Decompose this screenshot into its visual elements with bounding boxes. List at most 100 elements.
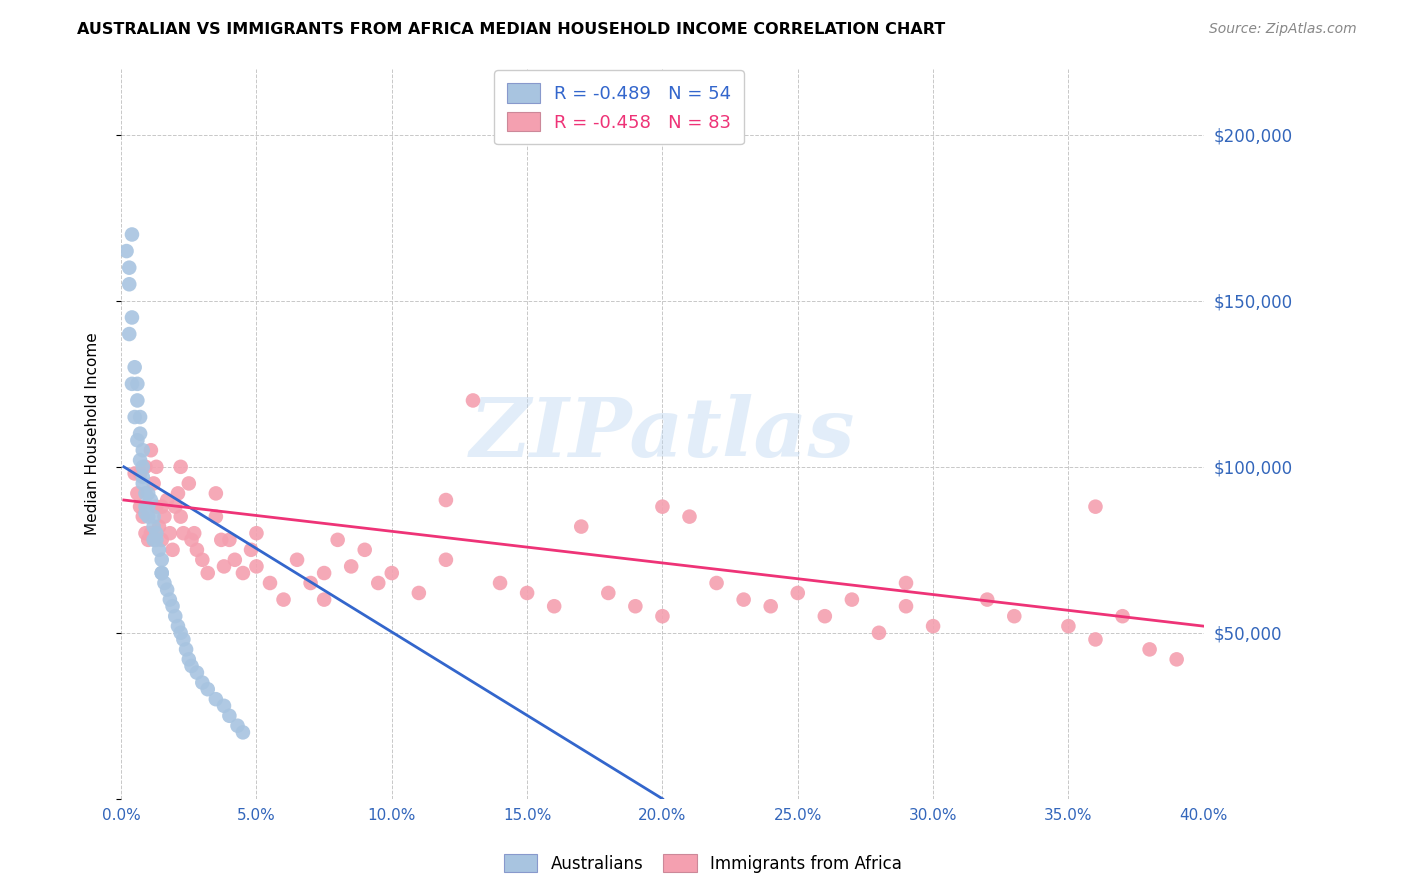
Point xyxy=(132,443,155,458)
Point xyxy=(1139,642,1161,657)
Point xyxy=(145,459,167,474)
Point xyxy=(340,559,363,574)
Point xyxy=(139,526,162,541)
Point xyxy=(142,533,165,547)
Point xyxy=(136,533,159,547)
Point xyxy=(183,526,205,541)
Point xyxy=(127,486,149,500)
Point xyxy=(434,553,457,567)
Point xyxy=(167,486,190,500)
Point xyxy=(814,609,837,624)
Point xyxy=(245,526,267,541)
Point xyxy=(205,486,228,500)
Point xyxy=(132,470,155,484)
Point xyxy=(314,566,336,580)
Point xyxy=(118,277,141,292)
Point xyxy=(841,592,863,607)
Point xyxy=(1084,500,1107,514)
Point xyxy=(129,426,152,441)
Point xyxy=(148,519,170,533)
Point xyxy=(624,599,647,614)
Point xyxy=(232,566,254,580)
Point xyxy=(127,393,149,408)
Point xyxy=(314,592,336,607)
Point xyxy=(197,682,219,697)
Point xyxy=(381,566,404,580)
Point xyxy=(172,632,194,647)
Point xyxy=(156,493,179,508)
Point xyxy=(1166,652,1188,666)
Point xyxy=(118,327,141,342)
Point xyxy=(326,533,349,547)
Point xyxy=(197,566,219,580)
Point xyxy=(127,434,149,448)
Point xyxy=(139,443,162,458)
Text: AUSTRALIAN VS IMMIGRANTS FROM AFRICA MEDIAN HOUSEHOLD INCOME CORRELATION CHART: AUSTRALIAN VS IMMIGRANTS FROM AFRICA MED… xyxy=(77,22,946,37)
Point xyxy=(191,553,214,567)
Point xyxy=(894,576,917,591)
Point xyxy=(226,719,249,733)
Point xyxy=(153,576,176,591)
Point xyxy=(461,393,484,408)
Point xyxy=(145,526,167,541)
Point xyxy=(651,500,673,514)
Point xyxy=(186,665,208,680)
Point xyxy=(240,542,263,557)
Point xyxy=(1057,619,1080,633)
Point xyxy=(706,576,728,591)
Point xyxy=(259,576,281,591)
Point xyxy=(212,559,235,574)
Point xyxy=(232,725,254,739)
Point xyxy=(367,576,389,591)
Point xyxy=(150,533,173,547)
Point xyxy=(922,619,945,633)
Point xyxy=(150,500,173,514)
Point xyxy=(205,692,228,706)
Y-axis label: Median Household Income: Median Household Income xyxy=(86,332,100,535)
Point xyxy=(165,500,187,514)
Point xyxy=(124,360,146,375)
Point xyxy=(129,453,152,467)
Point xyxy=(136,486,159,500)
Point xyxy=(285,553,308,567)
Point xyxy=(209,533,232,547)
Point xyxy=(569,519,592,533)
Point xyxy=(224,553,246,567)
Point xyxy=(1111,609,1133,624)
Point xyxy=(159,526,181,541)
Point xyxy=(191,675,214,690)
Point xyxy=(156,582,179,597)
Point xyxy=(516,586,538,600)
Point xyxy=(153,509,176,524)
Point xyxy=(142,519,165,533)
Point xyxy=(1084,632,1107,647)
Point xyxy=(353,542,375,557)
Point xyxy=(121,227,143,242)
Point xyxy=(121,310,143,325)
Point xyxy=(165,609,187,624)
Point xyxy=(170,459,193,474)
Point xyxy=(218,708,240,723)
Point xyxy=(186,542,208,557)
Point xyxy=(976,592,998,607)
Point xyxy=(139,493,162,508)
Point xyxy=(145,533,167,547)
Point xyxy=(134,459,156,474)
Point xyxy=(543,599,565,614)
Point xyxy=(127,376,149,391)
Point xyxy=(150,566,173,580)
Point xyxy=(134,526,156,541)
Point xyxy=(489,576,512,591)
Point xyxy=(1002,609,1025,624)
Point xyxy=(132,476,155,491)
Point xyxy=(894,599,917,614)
Point xyxy=(134,486,156,500)
Point xyxy=(159,592,181,607)
Point xyxy=(136,509,159,524)
Point xyxy=(129,410,152,425)
Point xyxy=(759,599,782,614)
Point xyxy=(167,619,190,633)
Point xyxy=(174,642,197,657)
Point xyxy=(142,476,165,491)
Text: ZIPatlas: ZIPatlas xyxy=(470,393,855,474)
